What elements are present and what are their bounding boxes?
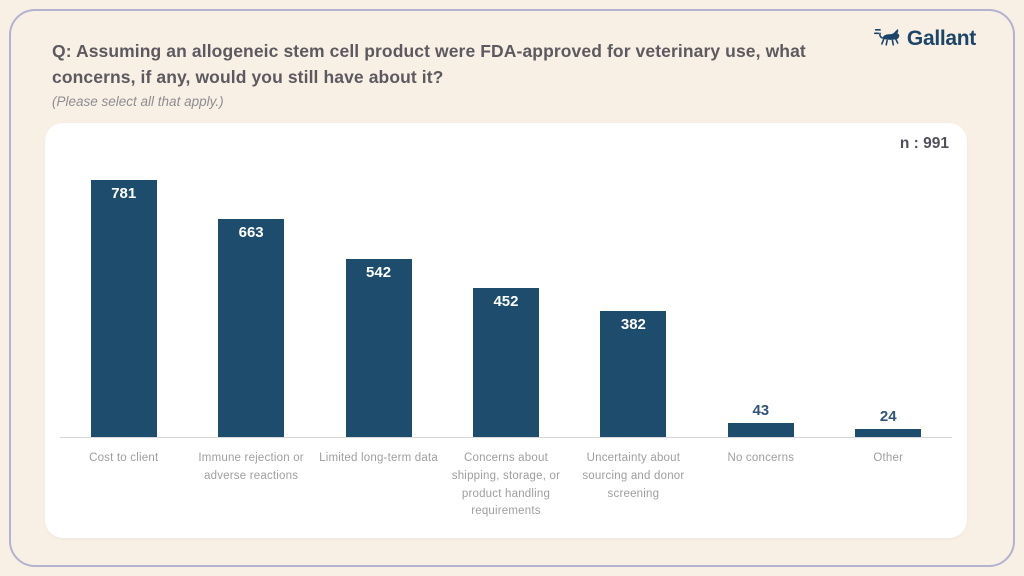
- bar: 452: [472, 288, 539, 437]
- bar: [855, 429, 922, 437]
- question-line-1: Q: Assuming an allogeneic stem cell prod…: [52, 41, 806, 61]
- bar: 382: [600, 311, 667, 437]
- bar-area: 43: [697, 160, 824, 437]
- category-label: Uncertainty about sourcing and donor scr…: [582, 452, 685, 500]
- bar-area: 382: [570, 160, 697, 437]
- bar-value-label: 452: [493, 293, 519, 310]
- bar-value-label: 382: [620, 316, 646, 333]
- bar: 542: [345, 259, 412, 437]
- bar-column: 43 No concerns: [697, 160, 824, 521]
- bar-column: 452 Concerns about shipping, storage, or …: [442, 160, 569, 521]
- question-note: (Please select all that apply.): [52, 93, 224, 109]
- bar-area: 542: [315, 160, 442, 437]
- category-label: Cost to client: [89, 452, 159, 464]
- question-title: Q: Assuming an allogeneic stem cell prod…: [52, 38, 897, 91]
- chart-card: n : 991 781 Cost to client 663 Immune rejec…: [45, 123, 967, 538]
- bar-value-label: 781: [111, 185, 137, 202]
- bar-area: 663: [187, 160, 314, 437]
- x-axis-line: [60, 437, 952, 438]
- question-line-2: concerns, if any, would you still have a…: [52, 67, 444, 88]
- category-label: Concerns about shipping, storage, or pro…: [451, 452, 561, 518]
- bar-column: 24 Other: [825, 160, 952, 521]
- brand-name: Gallant: [906, 26, 976, 50]
- sample-size-label: n : 991: [899, 135, 949, 152]
- bar: [727, 423, 794, 437]
- bar-value-label: 542: [366, 264, 392, 281]
- bar-area: 452: [442, 160, 569, 437]
- bar-value-label: 43: [752, 402, 770, 419]
- gallant-logo: Gallant: [873, 24, 976, 53]
- question-header: Q: Assuming an allogeneic stem cell prod…: [52, 38, 897, 109]
- bar-column: 781 Cost to client: [60, 160, 187, 521]
- category-label: Other: [873, 452, 904, 464]
- bar-area: 24: [825, 160, 952, 437]
- bar-column: 382 Uncertainty about sourcing and donor …: [570, 160, 697, 521]
- running-dog-icon: [873, 24, 903, 53]
- category-label: Limited long-term data: [319, 452, 438, 464]
- category-label: No concerns: [727, 452, 795, 464]
- bar: 781: [90, 180, 157, 437]
- bar-column: 542 Limited long-term data: [315, 160, 442, 521]
- bar: 663: [218, 219, 285, 437]
- bar-chart: 781 Cost to client 663 Immune rejection or …: [60, 160, 952, 521]
- bar-value-label: 24: [879, 408, 897, 425]
- category-label: Immune rejection or adverse reactions: [198, 452, 304, 482]
- bar-value-label: 663: [238, 224, 264, 241]
- bar-area: 781: [60, 160, 187, 437]
- bar-column: 663 Immune rejection or adverse reactions: [187, 160, 314, 521]
